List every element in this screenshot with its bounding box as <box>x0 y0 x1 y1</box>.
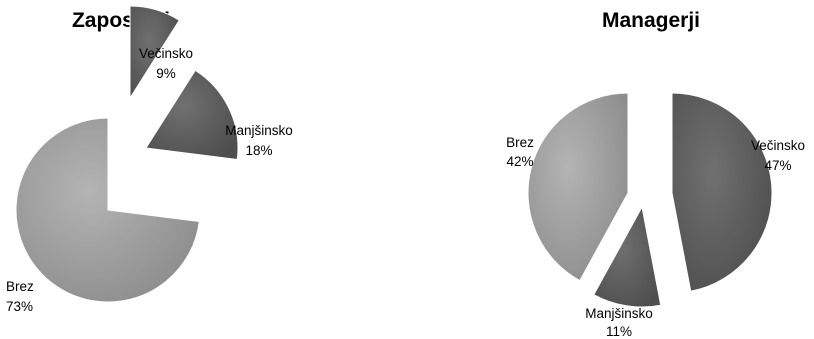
slice-name-brez-zaposleni: Brez <box>6 279 34 294</box>
slice-value-brez-zaposleni: 73% <box>6 299 33 314</box>
slice-name-vecinsko-zaposleni: Večinsko <box>139 46 193 61</box>
slice-label-brez-zaposleni: Brez 73% <box>6 279 34 314</box>
slice-label-manjsinsko-managerji: Manjšinsko 11% <box>585 306 653 339</box>
slice-label-vecinsko-managerji: Večinsko 47% <box>751 138 805 173</box>
chart-title-managerji: Managerji <box>602 9 700 32</box>
slices-managerji <box>527 92 773 308</box>
slice-label-vecinsko-zaposleni: Večinsko 9% <box>139 46 193 81</box>
slice-name-manjsinsko-zaposleni: Manjšinsko <box>225 123 293 138</box>
pie-slice-manjsinsko <box>145 69 239 161</box>
pie-slice-brez <box>527 92 629 282</box>
slice-label-brez-managerji: Brez 42% <box>506 135 534 169</box>
slice-value-manjsinsko-managerji: 11% <box>606 324 632 339</box>
slice-value-vecinsko-zaposleni: 9% <box>156 66 176 81</box>
pie-slice-vecinsko <box>129 5 180 100</box>
slice-name-vecinsko-managerji: Večinsko <box>751 138 805 153</box>
slice-name-brez-managerji: Brez <box>506 135 534 150</box>
slice-value-vecinsko-managerji: 47% <box>764 158 791 173</box>
pie-chart-managerji: Managerji Večinsko 47% Manjšinsko 11% Br… <box>506 9 805 339</box>
pie-chart-zaposleni: Zaposleni Večinsko 9% Manjšinsko 18% Bre… <box>6 5 293 314</box>
pie-slice-brez <box>15 117 200 303</box>
slice-name-manjsinsko-managerji: Manjšinsko <box>585 306 653 321</box>
slice-value-brez-managerji: 42% <box>506 154 533 169</box>
slice-value-manjsinsko-zaposleni: 18% <box>245 143 272 158</box>
pie-slice-vecinsko <box>671 92 773 292</box>
slices-zaposleni <box>15 5 239 303</box>
slice-label-manjsinsko-zaposleni: Manjšinsko 18% <box>225 123 293 158</box>
pie-slice-manjsinsko <box>593 205 662 308</box>
